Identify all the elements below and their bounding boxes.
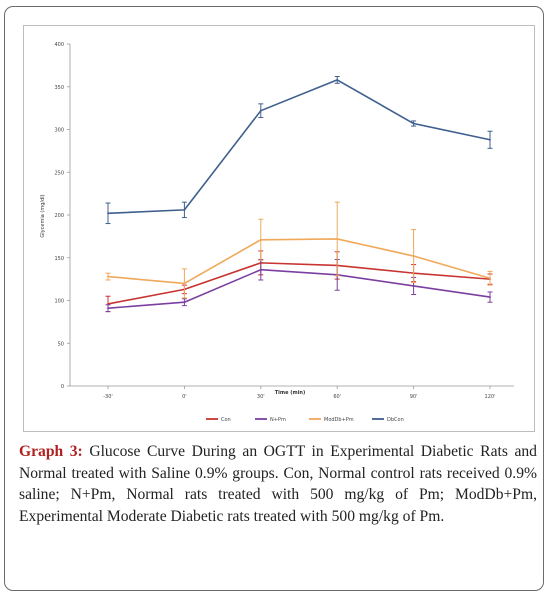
glucose-line-chart: 0 50 100 150 200 250 300 350 400 -30' 0' 30' 60' 90' 1… (40, 42, 514, 423)
caption-label: Graph 3: (19, 443, 83, 460)
x-tick-label: 90' (410, 394, 418, 400)
data-point (259, 238, 262, 241)
series-n-pm (105, 258, 493, 313)
y-tick-label: 0 (61, 384, 64, 390)
y-tick-label: 100 (54, 299, 64, 305)
data-point (107, 275, 109, 278)
data-point (489, 277, 491, 280)
y-tick-label: 300 (54, 128, 64, 134)
x-tick-label: -30' (103, 394, 113, 400)
figure-caption: Graph 3: Glucose Curve During an OGTT in… (19, 441, 537, 527)
y-tick-label: 150 (54, 256, 64, 262)
data-point (336, 79, 339, 81)
x-tick-label: 120' (485, 394, 496, 400)
x-axis-label: Time (min) (275, 390, 306, 396)
legend-label: N+Pm (270, 417, 286, 423)
series-line (107, 238, 491, 285)
x-tick-label: 60' (333, 394, 341, 400)
figure-frame: 0 50 100 150 200 250 300 350 400 -30' 0' 30' 60' 90' 1… (4, 6, 544, 591)
data-point (412, 285, 415, 287)
data-point (336, 238, 339, 240)
y-tick-label: 350 (54, 85, 64, 91)
data-point (183, 208, 186, 211)
y-tick-label: 50 (58, 341, 64, 347)
data-point (489, 138, 491, 141)
x-tick-label: 0' (182, 394, 187, 400)
legend-label: ModDb+Pm (324, 417, 354, 423)
caption-text: Glucose Curve During an OGTT in Experime… (19, 443, 537, 525)
series-line (107, 79, 491, 215)
data-point (259, 109, 262, 112)
data-point (107, 212, 109, 215)
chart-area: 0 50 100 150 200 250 300 350 400 -30' 0' 30' 60' 90' 1… (23, 25, 535, 432)
y-tick-label: 200 (54, 213, 64, 219)
data-point (412, 255, 415, 257)
y-tick-label: 250 (54, 170, 64, 176)
legend-label: DbCon (387, 417, 404, 423)
series-moddb-pm (105, 201, 493, 299)
data-point (183, 301, 186, 304)
series-line (107, 262, 491, 305)
series-dbcon (105, 75, 493, 225)
series-line (107, 268, 491, 309)
legend-label: Con (221, 417, 231, 423)
y-tick-label: 400 (54, 42, 64, 48)
data-point (259, 268, 262, 271)
data-point (107, 307, 109, 310)
data-point (183, 282, 186, 285)
data-point (412, 122, 415, 125)
y-axis-label: Glycemia (mg/dl) (40, 194, 46, 237)
data-point (489, 296, 491, 298)
x-tick-label: 30' (257, 394, 265, 400)
